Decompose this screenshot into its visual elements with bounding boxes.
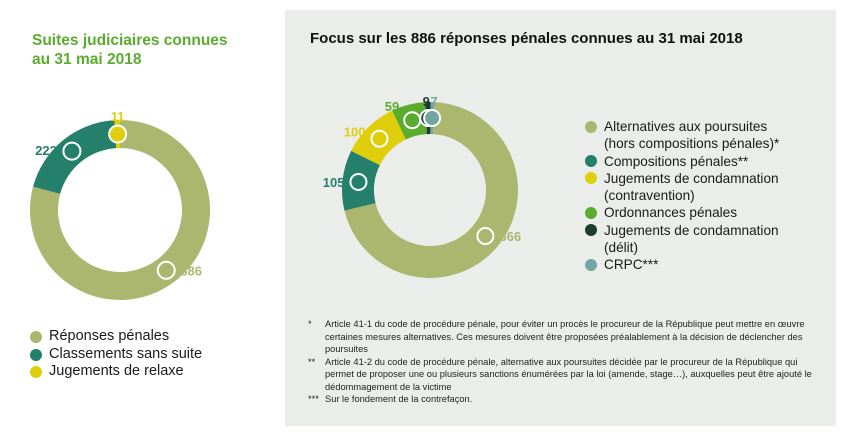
legend-label: Compositions pénales**	[604, 153, 749, 169]
right-chart-title: Focus sur les 886 réponses pénales connu…	[310, 30, 743, 47]
legend-swatch	[30, 348, 42, 361]
legend-label: Classements sans suite	[49, 345, 203, 362]
legend-label: Ordonnances pénales	[604, 205, 738, 221]
right-legend-item: Compositions pénales**	[585, 153, 779, 170]
right-legend-item: Ordonnances pénales	[585, 204, 779, 221]
left-legend-item: Réponses pénales	[30, 328, 202, 346]
right-legend-item: Jugements de condamnation (contravention)	[585, 170, 779, 205]
right-slice-alternatives-aux-poursuites-hors-compositions-penales	[344, 102, 518, 278]
right-marker-crpc	[423, 109, 442, 128]
right-chart-legend: Alternatives aux poursuites (hors composi…	[585, 118, 779, 274]
legend-label: Jugements de condamnation	[604, 222, 779, 238]
footnote: *** Sur le fondement de la contrefaçon.	[308, 393, 820, 406]
legend-label: (contravention)	[604, 188, 695, 204]
left-marker-classements-sans-suite	[62, 141, 82, 161]
left-legend-item: Classements sans suite	[30, 346, 202, 364]
right-value-label: 666	[499, 229, 521, 244]
legend-label: Jugements de relaxe	[49, 363, 184, 379]
right-legend-item: CRPC***	[585, 256, 779, 273]
legend-swatch	[585, 206, 597, 219]
right-value-label: 9	[423, 94, 430, 109]
legend-swatch	[585, 172, 597, 185]
legend-swatch	[585, 224, 597, 237]
footnote-text: Sur le fondement de la contrefaçon.	[325, 394, 473, 404]
legend-swatch	[585, 258, 597, 271]
left-value-label: 222	[35, 143, 57, 158]
footnote-marker: **	[308, 356, 316, 367]
legend-swatch	[30, 366, 42, 378]
left-chart-legend: Réponses pénales Classements sans suite Ju…	[30, 328, 202, 381]
right-marker-jugements-de-condamnation-contravention	[370, 129, 389, 148]
left-chart-title: Suites judiciaires connues au 31 mai 201…	[32, 31, 262, 69]
legend-swatch	[30, 331, 42, 343]
left-value-label: 11	[111, 109, 125, 124]
legend-swatch	[585, 155, 597, 168]
left-legend-item: Jugements de relaxe	[30, 363, 202, 381]
right-value-label: 100	[344, 125, 366, 140]
legend-label: Jugements de condamnation	[604, 170, 779, 186]
legend-label: Réponses pénales	[49, 328, 170, 344]
right-marker-compositions-penales	[349, 172, 368, 191]
footnote-marker: ***	[308, 394, 319, 404]
right-legend-item: Jugements de condamnation (délit)	[585, 222, 779, 257]
left-chart-title-line1: Suites judiciaires connues	[32, 32, 228, 49]
right-value-label: 105	[323, 175, 345, 190]
left-marker-jugements-de-relaxe	[108, 124, 128, 144]
right-marker-alternatives-aux-poursuites-hors-compositions-penales	[476, 227, 495, 246]
legend-label: (délit)	[604, 240, 638, 256]
right-value-label: 59	[385, 99, 399, 114]
footnote-text: Article 41-1 du code de procédure pénale…	[325, 319, 805, 354]
right-legend-item: Alternatives aux poursuites (hors composi…	[585, 118, 779, 153]
left-chart-title-line2: au 31 mai 2018	[32, 51, 142, 68]
left-marker-reponses-penales	[156, 260, 176, 280]
legend-swatch	[585, 120, 597, 133]
footnote: * Article 41-1 du code de procédure péna…	[308, 318, 820, 356]
left-slice-reponses-penales	[29, 120, 210, 300]
footnote: ** Article 41-2 du code de procédure pén…	[308, 356, 820, 394]
left-value-label: 886	[180, 263, 202, 278]
legend-label: (hors compositions pénales)*	[604, 136, 780, 152]
right-value-label: 7	[430, 94, 437, 109]
legend-label: Alternatives aux poursuites	[604, 119, 768, 134]
right-marker-ordonnances-penales	[403, 111, 422, 130]
footnote-marker: *	[308, 319, 312, 329]
legend-label: CRPC***	[604, 257, 659, 273]
footnotes: * Article 41-1 du code de procédure péna…	[308, 318, 820, 406]
footnote-text: Article 41-2 du code de procédure pénale…	[325, 356, 812, 392]
